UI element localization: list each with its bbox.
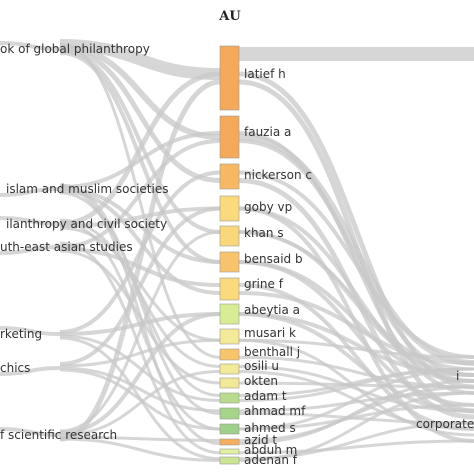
author-label: adam t — [244, 389, 287, 403]
author-label: goby vp — [244, 200, 292, 214]
flow-link-in — [59, 206, 221, 366]
flow-links — [0, 39, 474, 462]
flow-link-out — [238, 403, 474, 431]
source-labels: ok of global philanthropy islam and musli… — [0, 42, 168, 442]
author-label: ahmad mf — [244, 404, 306, 418]
flow-link-edge — [0, 187, 61, 197]
author-node — [219, 163, 240, 190]
flow-link-in — [59, 139, 221, 249]
source-label: uth-east asian studies — [0, 240, 133, 254]
source-label: chics — [0, 361, 30, 375]
author-node — [219, 277, 240, 301]
flow-link-in — [59, 370, 221, 437]
author-label: azid t — [244, 433, 277, 447]
author-node — [219, 423, 240, 435]
flow-link-in — [59, 241, 221, 455]
flow-link-in — [59, 131, 221, 189]
target-label: i — [456, 369, 459, 383]
flow-link-in — [59, 39, 221, 80]
author-node — [219, 45, 240, 111]
flow-link-edge — [0, 366, 61, 376]
source-label: islam and muslim societies — [6, 182, 168, 196]
author-label: osili u — [244, 359, 279, 373]
flow-link-out — [238, 283, 474, 431]
flow-link-in — [59, 338, 221, 368]
source-label: rketing — [0, 327, 42, 341]
flow-link-out — [238, 338, 474, 437]
author-nodes: latief h fauzia a nickerson c goby vp khan s… — [219, 45, 312, 467]
flow-link-out — [238, 79, 474, 414]
author-node — [219, 377, 240, 389]
flow-link-out — [238, 370, 474, 431]
flow-link-in — [59, 218, 221, 368]
flow-link-in — [59, 230, 221, 433]
flow-link-edge — [0, 216, 61, 226]
flow-link-out — [238, 385, 474, 442]
author-node — [219, 407, 240, 420]
flow-link-out — [238, 170, 474, 359]
author-node — [219, 303, 240, 325]
flow-link-in — [59, 71, 221, 227]
author-label: abduh m — [244, 443, 297, 457]
flow-link-in — [59, 46, 221, 183]
author-label: khan s — [244, 226, 284, 240]
flow-link-out — [238, 312, 474, 377]
flow-link-in — [59, 51, 221, 264]
flow-link-out — [238, 391, 474, 462]
author-label: adenan f — [244, 453, 298, 467]
target-labels: i corporate — [416, 369, 474, 431]
author-label: ahmed s — [244, 421, 296, 435]
flow-link-in — [59, 435, 221, 442]
author-node — [219, 348, 240, 361]
author-label: nickerson c — [244, 168, 312, 182]
author-node — [219, 363, 240, 375]
flow-link-in — [59, 44, 221, 140]
flow-link-in — [59, 312, 221, 435]
flow-link-in — [59, 366, 221, 413]
author-label: musari k — [244, 326, 296, 340]
author-label: fauzia a — [244, 125, 291, 139]
flow-link-out — [238, 338, 474, 359]
flow-link-edge — [0, 245, 61, 255]
author-label: abeytia a — [244, 303, 300, 317]
author-node — [219, 328, 240, 345]
author-node — [219, 448, 240, 455]
author-node — [219, 392, 240, 404]
author-node — [219, 225, 240, 247]
author-node — [219, 456, 240, 465]
author-label: grine f — [244, 277, 284, 291]
flow-link-in — [59, 437, 221, 462]
flow-link-in — [59, 249, 221, 385]
author-label: benthall j — [244, 345, 300, 359]
source-label: ilanthropy and civil society — [6, 217, 167, 231]
flow-link-in — [59, 334, 221, 402]
flow-link-in — [59, 187, 221, 264]
author-node — [219, 438, 240, 446]
target-label: corporate — [416, 417, 474, 431]
flow-link-edge — [0, 427, 61, 437]
author-label: bensaid b — [244, 252, 303, 266]
flow-link-in — [59, 368, 221, 431]
flow-link-out — [238, 439, 474, 455]
flow-link-edge — [0, 326, 61, 336]
flow-link-edge — [0, 41, 61, 51]
source-label: f scientific research — [0, 428, 117, 442]
source-label: ok of global philanthropy — [0, 42, 150, 56]
author-node — [219, 115, 240, 159]
flow-link-in — [59, 183, 221, 415]
author-label: okten — [244, 374, 278, 388]
flow-link-out — [238, 230, 474, 371]
author-label: latief h — [244, 67, 286, 81]
flow-link-in — [59, 312, 221, 336]
author-node — [219, 195, 240, 222]
author-node — [219, 251, 240, 273]
chart-title: AU — [218, 9, 241, 24]
